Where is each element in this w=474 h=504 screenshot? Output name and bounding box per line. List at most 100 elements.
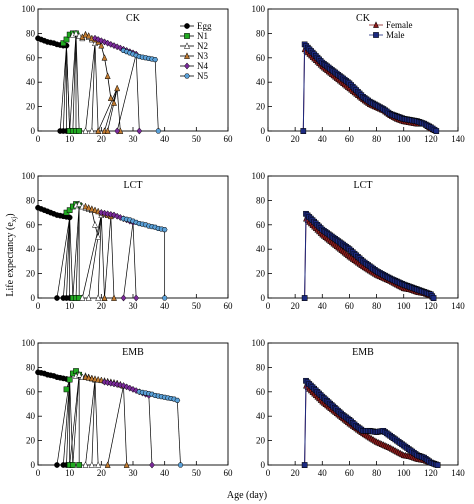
chart-panel-4: 0 20 40 60 80 100 120 140 0 20 40 60 80 100 LCT [252, 171, 466, 311]
data-point [69, 462, 76, 468]
y-tick-label: 20 [256, 102, 266, 112]
data-point [114, 84, 121, 92]
legend-marker [184, 33, 190, 39]
drop-line [148, 395, 153, 466]
data-point [114, 127, 121, 135]
drop-line [91, 43, 96, 132]
drop-line [154, 59, 159, 132]
x-tick-label: 140 [451, 301, 465, 311]
y-tick-label: 80 [26, 195, 36, 205]
drop-line [69, 374, 80, 466]
drop-line [56, 379, 71, 466]
data-point [136, 127, 143, 135]
x-tick-label: 100 [397, 468, 411, 478]
chart-panel-3: 0 10 20 30 40 50 60 0 20 40 60 80 100 LCT [22, 171, 234, 311]
data-point [85, 203, 92, 211]
y-tick-label: 80 [256, 195, 266, 205]
data-point [95, 127, 102, 134]
data-point [104, 127, 111, 134]
y-tick-label: 0 [261, 293, 266, 303]
panel-title: CK [126, 13, 141, 24]
x-tick-label: 140 [451, 468, 465, 478]
legend-label: Male [386, 30, 405, 40]
data-point [161, 295, 168, 301]
legend-label: N2 [197, 41, 208, 51]
series-n3 [79, 30, 124, 134]
drop-line [94, 43, 99, 132]
data-point [111, 211, 117, 219]
panel-title: EMB [122, 347, 144, 358]
data-point [88, 461, 95, 468]
x-tick-label: 0 [36, 134, 41, 144]
drop-line [66, 45, 71, 132]
data-point [82, 127, 89, 134]
y-tick-label: 80 [256, 28, 266, 38]
x-tick-label: 60 [224, 468, 234, 478]
drop-line [66, 379, 71, 466]
y-tick-label: 100 [252, 338, 266, 348]
panel-title: CK [356, 13, 371, 24]
drop-line [75, 33, 80, 132]
y-axis-label-main: Life expectancy (e [5, 222, 16, 297]
drop-line [116, 88, 121, 132]
y-tick-label: 0 [261, 460, 266, 470]
y-axis-label-close: ) [5, 213, 16, 216]
legend-marker [373, 32, 379, 38]
series-n5 [120, 47, 162, 134]
chart-panel-5: 0 10 20 30 40 50 60 0 20 40 60 80 100 EMB [22, 338, 234, 478]
data-point [76, 32, 83, 39]
data-point [177, 462, 184, 468]
x-tick-label: 0 [266, 301, 271, 311]
data-point [60, 40, 67, 47]
series-male [301, 377, 441, 468]
drop-line [104, 88, 118, 132]
panel-title: LCT [124, 180, 143, 191]
drop-line [72, 205, 80, 299]
x-tick-label: 40 [160, 468, 170, 478]
data-point [120, 294, 127, 302]
y-tick-label: 80 [26, 28, 36, 38]
y-tick-label: 20 [26, 436, 36, 446]
x-tick-label: 40 [160, 301, 170, 311]
y-tick-label: 40 [256, 77, 266, 87]
data-point [111, 99, 117, 106]
drop-line [104, 216, 112, 299]
x-tick-label: 0 [266, 468, 271, 478]
series-n5 [120, 216, 168, 301]
x-tick-label: 30 [129, 301, 139, 311]
x-tick-label: 50 [192, 134, 202, 144]
data-point [430, 295, 437, 301]
x-tick-label: 60 [224, 301, 234, 311]
y-tick-label: 100 [22, 4, 36, 14]
drop-line [69, 217, 74, 299]
legend-label: Egg [197, 21, 212, 31]
x-tick-label: 20 [291, 301, 301, 311]
x-axis-label: Age (day) [227, 490, 267, 501]
plot-frame [267, 8, 459, 132]
drop-line [66, 217, 71, 299]
y-tick-label: 100 [22, 338, 36, 348]
x-tick-label: 20 [291, 134, 301, 144]
y-axis-label-subscript: xj [10, 217, 18, 223]
drop-line [85, 379, 96, 466]
x-tick-label: 120 [424, 468, 438, 478]
drop-line [97, 88, 118, 132]
drop-line [97, 215, 102, 299]
legend-label: Female [386, 20, 413, 30]
data-point [95, 294, 102, 301]
data-point [149, 461, 155, 469]
legend-marker [373, 21, 379, 28]
data-point [161, 227, 168, 233]
data-point [98, 41, 105, 49]
drop-line [176, 400, 181, 466]
data-point [76, 370, 83, 378]
x-tick-label: 100 [397, 134, 411, 144]
data-point [133, 294, 140, 302]
data-point [155, 128, 162, 134]
data-point [82, 202, 89, 210]
data-point [92, 34, 98, 42]
x-tick-label: 120 [424, 301, 438, 311]
x-tick-label: 10 [65, 301, 75, 311]
drop-line [62, 217, 71, 299]
